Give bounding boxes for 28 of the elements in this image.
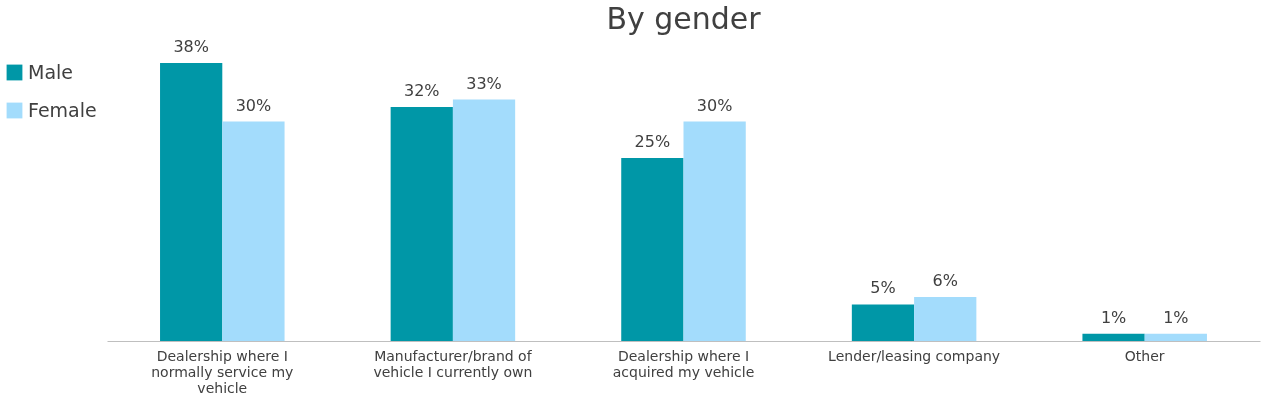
x-tick-label: Other: [1124, 347, 1165, 364]
x-tick-label: Manufacturer/brand of vehicle I currently own: [373, 347, 533, 380]
data-label: 25%: [634, 132, 671, 152]
bar: [390, 106, 453, 341]
legend-label: Male: [28, 60, 74, 83]
bar: [914, 297, 977, 341]
legend-label: Female: [28, 98, 97, 121]
x-tick-label: Dealership where I acquired my vehicle: [612, 347, 755, 380]
data-label: 1%: [1163, 307, 1189, 327]
data-label: 32%: [403, 80, 440, 100]
bar: [683, 121, 746, 341]
data-label: 5%: [870, 278, 896, 298]
bar: [222, 121, 285, 341]
data-label: 33%: [466, 73, 502, 93]
bar: [1144, 333, 1207, 341]
bar: [452, 99, 516, 341]
bar: [621, 158, 684, 341]
data-label: 38%: [173, 37, 209, 56]
bar: [1082, 333, 1145, 341]
chart-title: By gender: [606, 1, 762, 36]
x-tick-label: Dealership where I normally service my vehicle: [151, 347, 294, 396]
bar: [851, 304, 915, 341]
x-tick-label: Lender/leasing company: [828, 347, 1001, 364]
bar: [160, 63, 223, 341]
data-label: 30%: [696, 95, 733, 115]
data-label: 30%: [235, 95, 272, 115]
data-label: 6%: [932, 271, 958, 291]
data-label: 1%: [1100, 307, 1127, 327]
